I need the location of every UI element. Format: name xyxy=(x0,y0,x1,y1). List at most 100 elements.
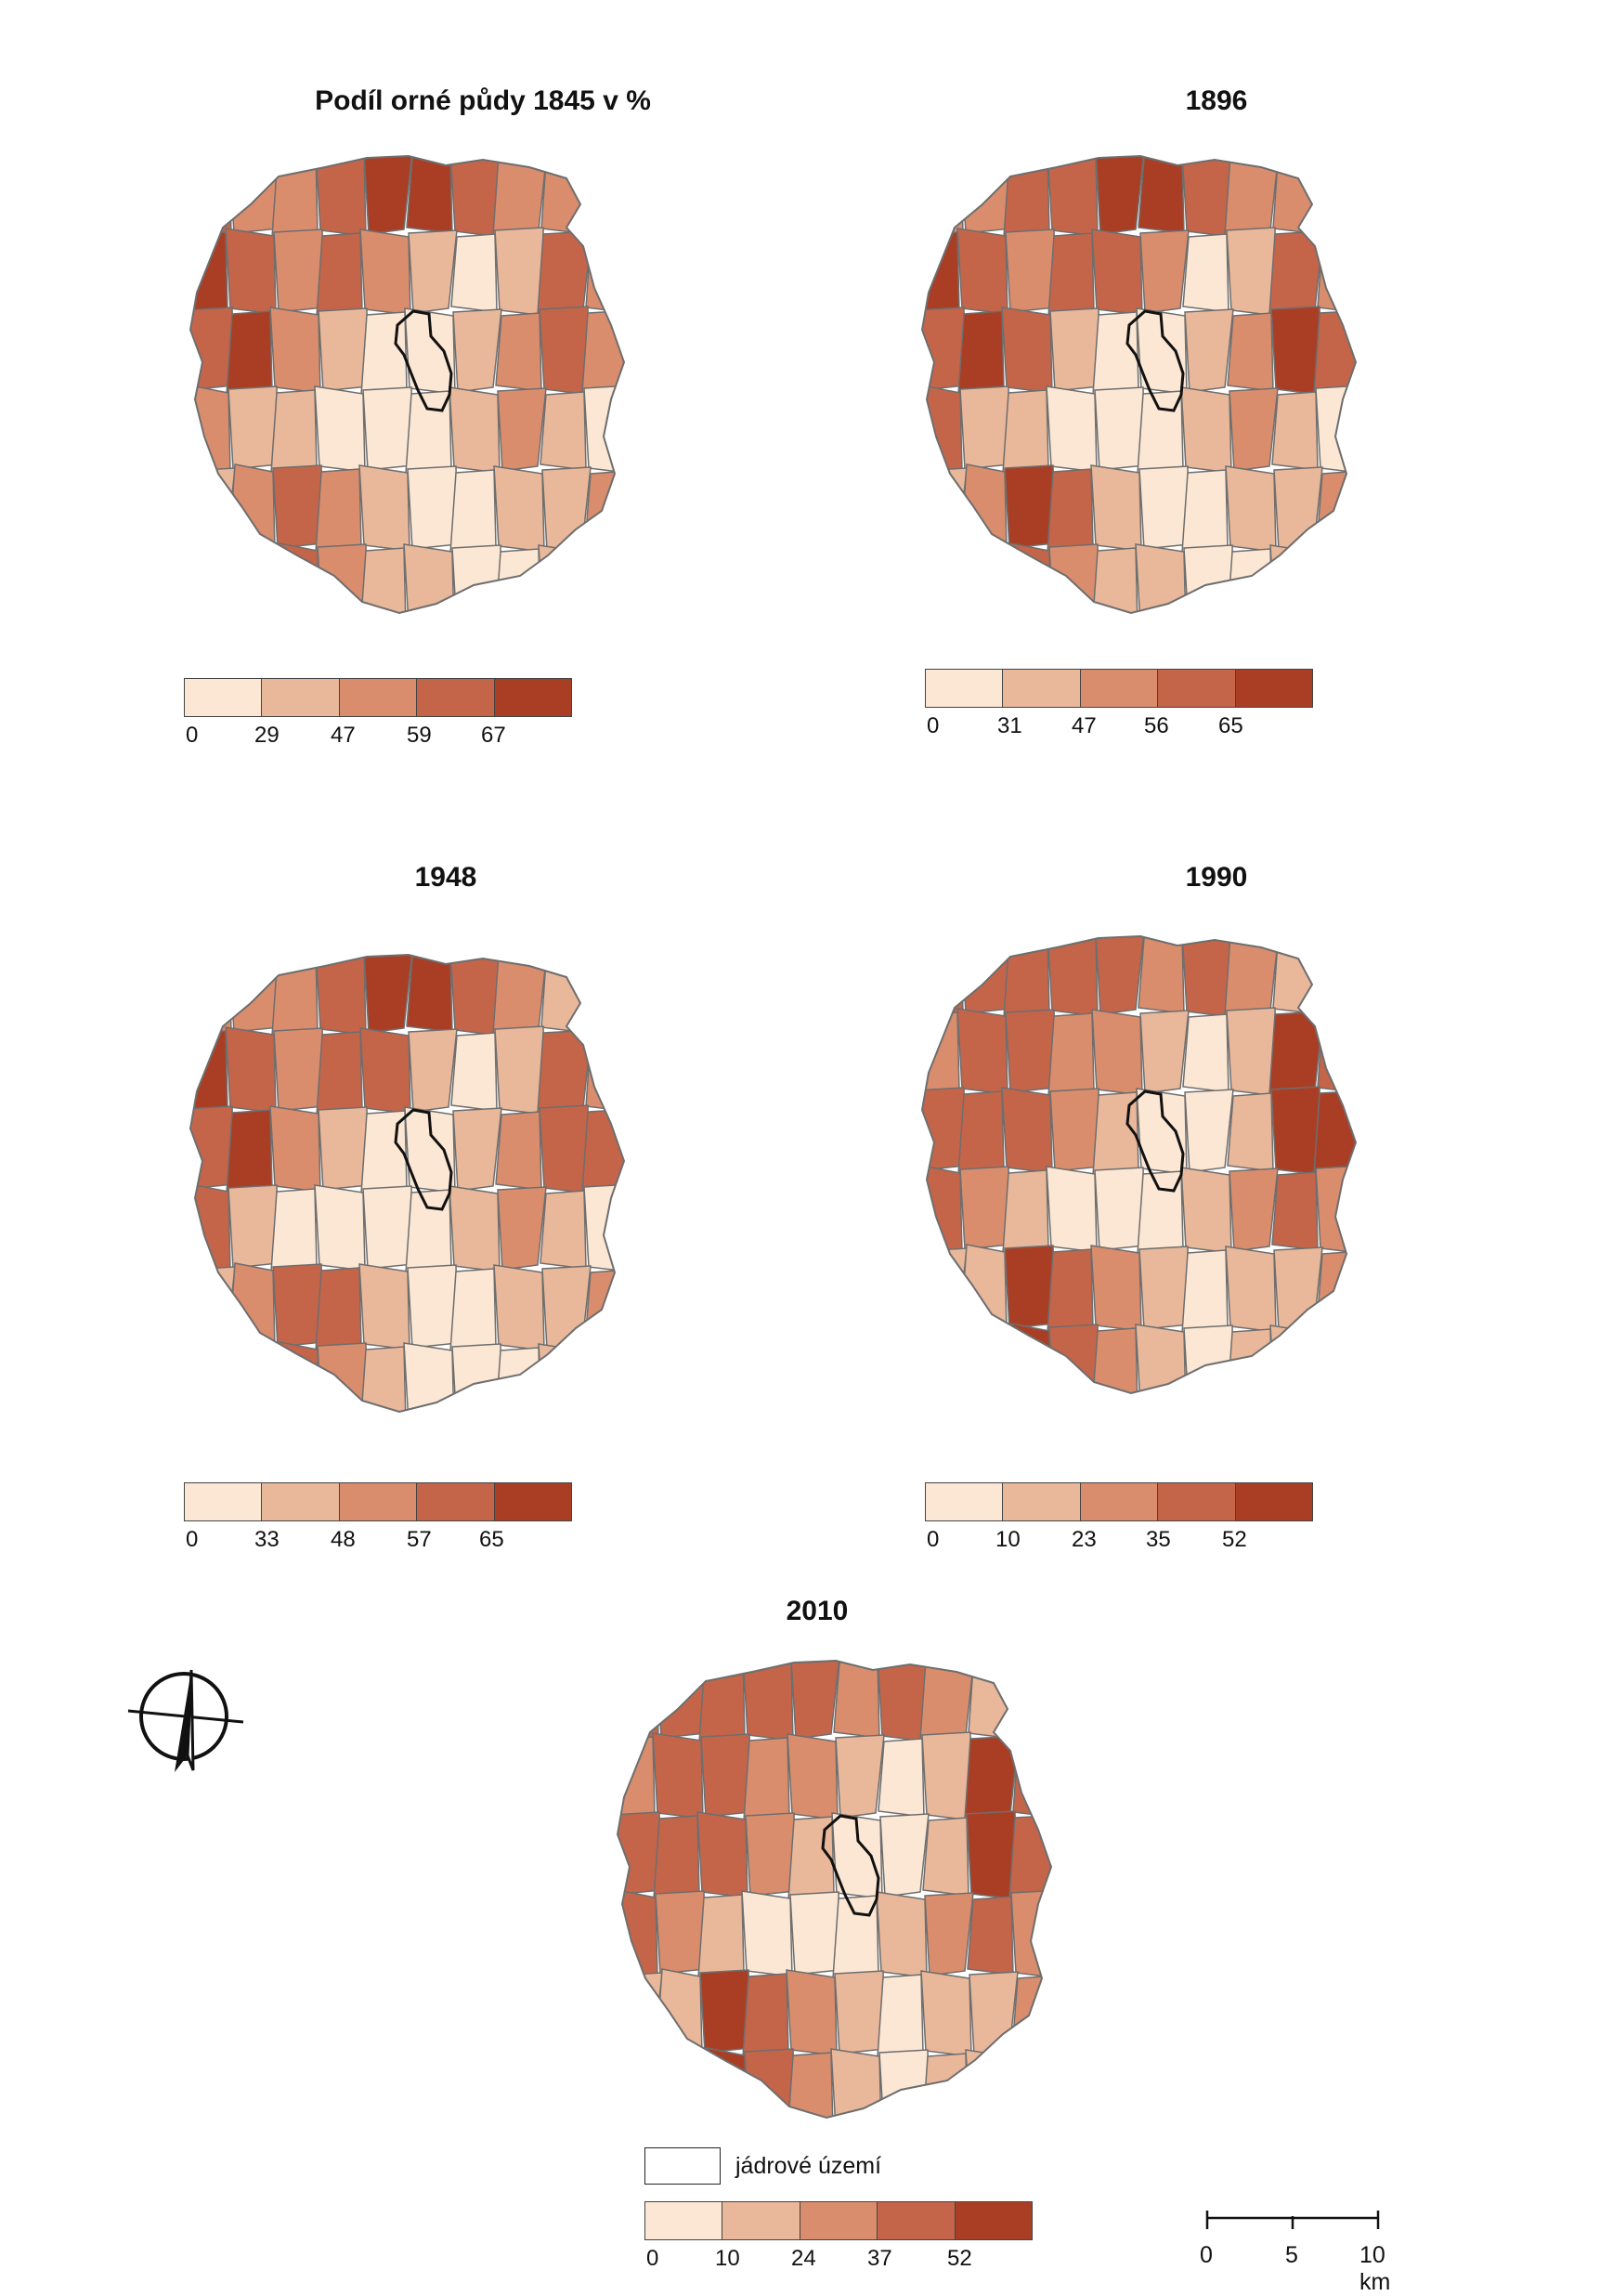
municipality-polygon xyxy=(968,1661,1015,1740)
municipality-polygon xyxy=(1224,936,1280,1016)
scale-label: 5 xyxy=(1285,2242,1298,2268)
legend-class-4 xyxy=(1158,1483,1236,1520)
municipality-polygon xyxy=(789,1891,841,1976)
municipality-polygon xyxy=(957,1090,1005,1175)
municipality-polygon xyxy=(1046,1166,1098,1253)
municipality-polygon xyxy=(1003,936,1050,1018)
municipality-polygon xyxy=(1094,1167,1146,1251)
legend-tick: 52 xyxy=(1222,1527,1247,1552)
municipality-polygon xyxy=(922,1323,966,1393)
municipality-polygon xyxy=(1048,1324,1100,1393)
municipality-polygon xyxy=(618,1972,663,2056)
legend-color-ramp xyxy=(184,1482,572,1521)
core-territory-label: jádrové území xyxy=(735,2152,882,2179)
municipality-polygon xyxy=(359,1346,407,1412)
municipality-polygon xyxy=(1226,1007,1278,1097)
municipality-polygon xyxy=(1138,156,1185,234)
municipality-polygon xyxy=(1180,1167,1232,1254)
municipality-polygon xyxy=(1272,156,1320,235)
municipality-polygon xyxy=(743,1737,790,1821)
municipality-polygon xyxy=(270,1188,318,1272)
municipality-polygon xyxy=(877,1974,924,2058)
municipality-polygon xyxy=(316,1031,363,1115)
municipality-polygon xyxy=(787,1733,839,1820)
municipality-polygon xyxy=(451,1343,503,1412)
legend-tick: 48 xyxy=(331,1527,356,1552)
legend-tick: 56 xyxy=(1144,713,1169,738)
legend-class-4 xyxy=(1158,670,1236,707)
legend-tick: 0 xyxy=(186,1527,199,1552)
municipality-polygon xyxy=(493,1264,545,1351)
municipality-polygon xyxy=(1224,156,1280,236)
municipality-polygon xyxy=(403,1342,455,1412)
municipality-polygon xyxy=(584,156,624,233)
municipality-polygon xyxy=(228,385,280,470)
municipality-polygon xyxy=(271,156,319,238)
municipality-polygon xyxy=(406,156,453,234)
municipality-polygon xyxy=(1316,470,1356,550)
legend-tick: 65 xyxy=(479,1527,504,1552)
municipality-polygon xyxy=(494,227,546,317)
municipality-polygon xyxy=(494,1347,541,1412)
municipality-polygon xyxy=(1047,1248,1094,1333)
municipality-polygon xyxy=(497,387,547,472)
legend-tick: 33 xyxy=(254,1527,280,1552)
municipality-polygon xyxy=(273,1027,325,1112)
choropleth-map-1845 xyxy=(189,154,626,615)
municipality-polygon xyxy=(540,1190,587,1270)
legend-class-2 xyxy=(262,1483,340,1520)
scale-bar: 0 5 10 km xyxy=(1200,2205,1408,2295)
municipality-polygon xyxy=(1135,543,1187,613)
municipality-polygon xyxy=(1316,1250,1356,1330)
legend-class-1 xyxy=(926,1483,1004,1520)
municipality-polygon xyxy=(408,229,458,314)
municipality-polygon xyxy=(921,2053,969,2118)
municipality-polygon xyxy=(959,385,1011,470)
legend-class-5 xyxy=(1235,1483,1313,1520)
municipality-polygon xyxy=(586,1344,624,1412)
municipality-polygon xyxy=(407,1264,459,1349)
map-title-1896: 1896 xyxy=(1185,85,1248,116)
municipality-polygon xyxy=(317,543,369,613)
municipality-polygon xyxy=(652,2051,708,2118)
municipality-polygon xyxy=(1315,385,1356,475)
legend-class-4 xyxy=(417,679,495,716)
municipality-polygon xyxy=(700,1733,752,1818)
municipality-polygon xyxy=(450,233,498,313)
municipality-polygon xyxy=(922,467,968,552)
municipality-polygon xyxy=(786,1969,838,2056)
legend-tick: 0 xyxy=(646,2246,659,2271)
municipality-polygon xyxy=(655,1890,707,1975)
legend-tick: 10 xyxy=(995,1527,1021,1552)
municipality-polygon xyxy=(539,1104,591,1194)
municipality-polygon xyxy=(495,1111,542,1191)
municipality-polygon xyxy=(537,1029,592,1114)
municipality-polygon xyxy=(922,1165,963,1252)
municipality-polygon xyxy=(919,1661,975,1741)
municipality-polygon xyxy=(584,470,624,550)
legend-color-ramp xyxy=(925,1482,1313,1521)
municipality-polygon xyxy=(1010,1889,1051,1979)
municipality-polygon xyxy=(226,1109,273,1194)
municipality-polygon xyxy=(1047,468,1094,553)
legend-class-4 xyxy=(417,1483,495,1520)
municipality-polygon xyxy=(878,2049,930,2118)
legend-tick: 0 xyxy=(927,1527,940,1552)
district-outline xyxy=(189,154,626,615)
legend-1990: 0 10 23 35 52 xyxy=(925,1482,1313,1555)
municipality-polygon xyxy=(584,1269,624,1349)
municipality-polygon xyxy=(1003,156,1050,238)
legend-tick: 0 xyxy=(927,713,940,738)
municipality-polygon xyxy=(1270,306,1322,396)
municipality-polygon xyxy=(618,2047,661,2118)
district-outline xyxy=(189,953,626,1414)
legend-class-5 xyxy=(494,1483,572,1520)
municipality-polygon xyxy=(540,391,587,471)
municipality-polygon xyxy=(965,2049,1017,2118)
municipality-polygon xyxy=(449,469,497,554)
municipality-polygon xyxy=(1004,1245,1056,1329)
legend-class-3 xyxy=(1080,670,1159,707)
legend-tick: 24 xyxy=(791,2246,816,2271)
municipality-polygon xyxy=(358,464,410,552)
map-title-1845: Podíl orné půdy 1845 v % xyxy=(315,85,651,116)
